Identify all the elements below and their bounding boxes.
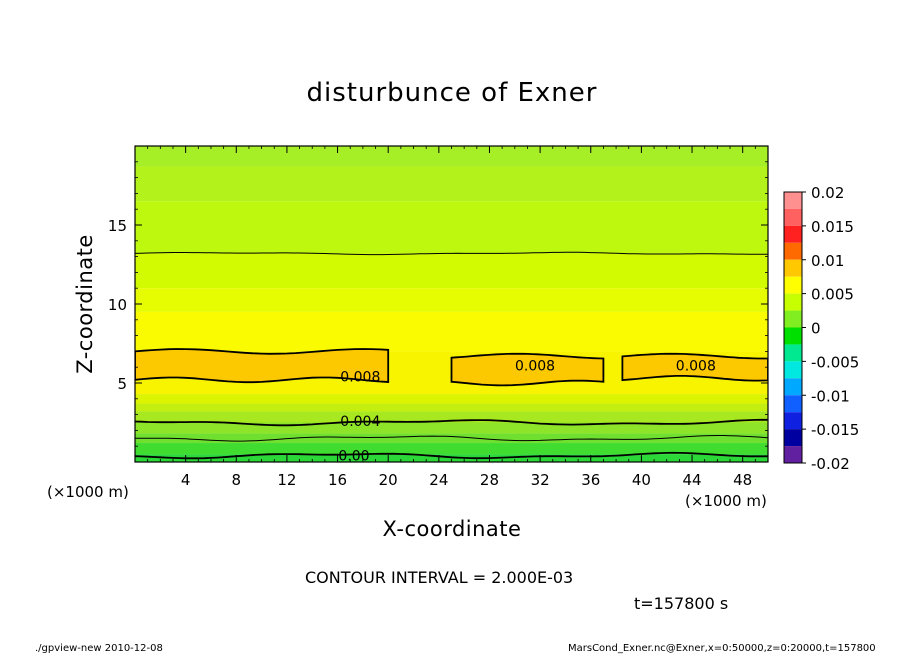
x-unit-left: (×1000 m) <box>47 483 129 501</box>
field-band-5 <box>135 311 768 352</box>
x-tick-label-9: 40 <box>632 471 651 489</box>
colorbar-level-9 <box>784 344 802 362</box>
field-band-7 <box>135 394 768 404</box>
colorbar-tick-label-7: -0.015 <box>811 421 859 439</box>
y-tick-label-1: 10 <box>108 296 127 314</box>
colorbar-level-13 <box>784 412 802 430</box>
contour-label-2: 0.008 <box>676 359 716 375</box>
x-tick-label-4: 20 <box>379 471 398 489</box>
x-tick-label-8: 36 <box>581 471 600 489</box>
colorbar-level-11 <box>784 378 802 396</box>
footer-left: ./gpview-new 2010-12-08 <box>35 643 163 654</box>
field-band-4 <box>135 288 768 312</box>
x-tick-label-2: 12 <box>277 471 296 489</box>
field-band-1 <box>135 166 768 202</box>
x-tick-label-6: 28 <box>480 471 499 489</box>
contour-line-2 <box>135 418 768 427</box>
colorbar <box>784 192 802 463</box>
contour-line-3 <box>135 435 768 442</box>
y-tick-label-2: 15 <box>108 217 127 235</box>
colorbar-level-0 <box>784 192 802 209</box>
field-band-0 <box>135 146 768 167</box>
field-band-11 <box>135 433 768 444</box>
colorbar-level-10 <box>784 361 802 379</box>
contour-label-4: 0.00 <box>338 449 369 465</box>
contour-lines <box>135 251 768 460</box>
y-axis-label: Z-coordinate <box>73 234 97 374</box>
field-band-9 <box>135 411 768 423</box>
x-unit-right: (×1000 m) <box>685 492 767 510</box>
field-band-10 <box>135 422 768 434</box>
colorbar-level-7 <box>784 310 802 328</box>
colorbar-tick-label-1: 0.015 <box>811 218 854 236</box>
colorbar-level-2 <box>784 225 802 243</box>
colorbar-tick-label-2: 0.01 <box>811 252 844 270</box>
x-axis-ticks: 4 8 12 16 20 24 28 32 36 40 44 48 <box>147 146 756 489</box>
contour-region-1-2 <box>621 352 768 382</box>
chart-title: disturbunce of Exner <box>307 78 598 108</box>
field-bands <box>135 146 768 462</box>
colorbar-tick-label-3: 0.005 <box>811 286 854 304</box>
colorbar-tick-label-5: -0.005 <box>811 353 859 371</box>
x-axis-label: X-coordinate <box>383 517 522 541</box>
contour-label-0: 0.008 <box>340 370 380 386</box>
contour-label-1: 0.008 <box>515 359 555 375</box>
colorbar-level-3 <box>784 242 802 260</box>
colorbar-tick-label-6: -0.01 <box>811 387 850 405</box>
colorbar-level-1 <box>784 208 802 226</box>
field-band-3 <box>135 253 768 289</box>
colorbar-ticks: 0.02 0.015 0.01 0.005 0 -0.005 -0.01 -0.015 -0.0… <box>802 184 859 473</box>
x-tick-label-0: 4 <box>181 471 191 489</box>
colorbar-level-8 <box>784 327 802 345</box>
footer-right: MarsCond_Exner.nc@Exner,x=0:50000,z=0:20… <box>568 643 876 654</box>
colorbar-tick-label-8: -0.02 <box>811 455 850 473</box>
colorbar-level-4 <box>784 259 802 277</box>
x-tick-label-11: 48 <box>733 471 752 489</box>
contour-region-1-1 <box>450 352 605 387</box>
time-label: t=157800 s <box>634 594 728 613</box>
colorbar-level-14 <box>784 429 802 447</box>
contour-interval: CONTOUR INTERVAL = 2.000E-03 <box>305 568 573 587</box>
colorbar-level-5 <box>784 276 802 294</box>
x-tick-label-7: 32 <box>531 471 550 489</box>
x-tick-label-5: 24 <box>429 471 448 489</box>
colorbar-level-6 <box>784 293 802 311</box>
y-axis-ticks: 5 10 15 <box>108 161 768 447</box>
y-tick-label-0: 5 <box>117 375 127 393</box>
contour-region-1-0 <box>135 348 390 384</box>
contour-line-0 <box>135 251 768 256</box>
field-band-12 <box>135 443 768 455</box>
x-tick-label-1: 8 <box>232 471 242 489</box>
x-tick-label-3: 16 <box>328 471 347 489</box>
contour-label-3: 0.004 <box>340 414 380 430</box>
contour-labels: 0.008 0.008 0.008 0.004 0.00 <box>338 359 716 465</box>
colorbar-tick-label-4: 0 <box>811 320 821 338</box>
contour-line-4 <box>135 451 768 460</box>
colorbar-tick-label-0: 0.02 <box>811 184 844 202</box>
field-band-2 <box>135 201 768 254</box>
field-band-8 <box>135 403 768 412</box>
colorbar-level-15 <box>784 446 802 463</box>
colorbar-level-12 <box>784 395 802 413</box>
plot-area: 0.008 0.008 0.008 0.004 0.00 <box>135 146 768 465</box>
x-tick-label-10: 44 <box>682 471 701 489</box>
